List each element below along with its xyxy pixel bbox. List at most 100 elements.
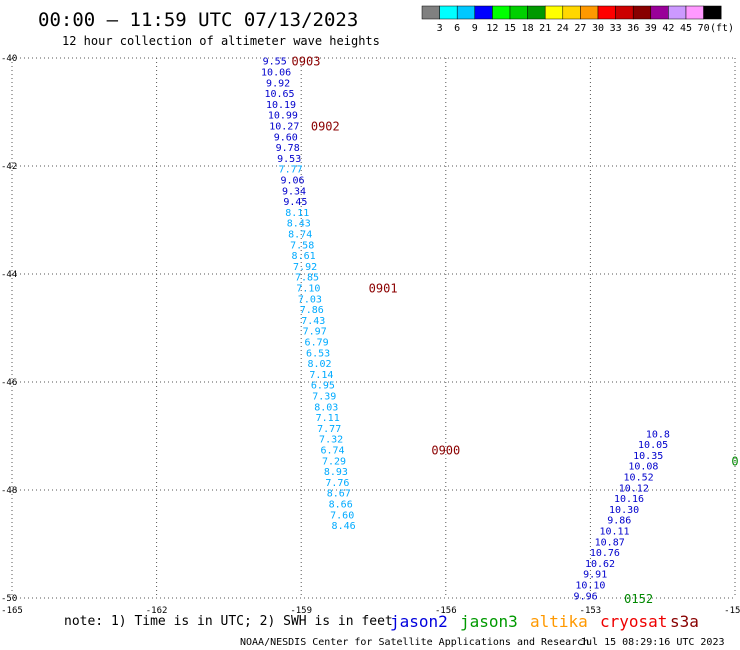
legend-label: 12 <box>486 23 498 34</box>
y-tick-label: -40 <box>1 54 17 64</box>
wave-height-value: 10.16 <box>614 494 644 505</box>
wave-height-value: 10.30 <box>609 505 639 516</box>
wave-height-value: 10.62 <box>585 559 615 570</box>
wave-height-value: 9.55 <box>263 57 287 68</box>
wave-height-value: 8.11 <box>285 208 309 219</box>
legend-label: 18 <box>522 23 534 34</box>
legend-label: 27 <box>574 23 586 34</box>
footer-credit: NOAA/NESDIS Center for Satellite Applica… <box>240 637 589 648</box>
wave-height-value: 8.43 <box>287 219 311 230</box>
x-tick-label: -150 <box>724 606 740 616</box>
legend-swatch <box>668 5 687 20</box>
y-tick-label: -46 <box>1 378 17 388</box>
wave-height-value: 8.46 <box>332 521 356 532</box>
pass-time-label: 0900 <box>431 444 460 458</box>
wave-height-value: 10.99 <box>268 111 298 122</box>
wave-height-value: 8.03 <box>314 402 338 413</box>
y-tick-label: -48 <box>1 486 17 496</box>
wave-height-value: 6.95 <box>311 381 335 392</box>
wave-height-value: 10.08 <box>628 462 658 473</box>
wave-height-value: 9.92 <box>266 78 290 89</box>
wave-height-value: 7.14 <box>309 370 333 381</box>
wave-height-value: 10.10 <box>575 581 605 592</box>
pass-time-label: 0 <box>731 454 738 468</box>
x-tick-label: -165 <box>1 606 23 616</box>
wave-height-value: 10.52 <box>624 473 654 484</box>
pass-time-label: 0903 <box>292 55 321 69</box>
legend-swatch <box>492 5 511 20</box>
wave-height-value: 9.06 <box>280 176 304 187</box>
wave-height-value: 7.29 <box>322 456 346 467</box>
footer-note: note: 1) Time is in UTC; 2) SWH is in fe… <box>64 614 393 629</box>
legend-swatch <box>632 5 652 20</box>
wave-height-value: 7.77 <box>279 165 303 176</box>
legend-label: 6 <box>454 23 460 34</box>
wave-height-value: 7.97 <box>303 327 327 338</box>
x-tick-label: -156 <box>435 606 457 616</box>
legend-swatch <box>509 5 528 20</box>
legend-swatch <box>597 5 616 20</box>
wave-height-value: 7.39 <box>312 392 336 403</box>
legend-swatch <box>685 5 704 20</box>
wave-height-value: 9.96 <box>574 591 598 602</box>
wave-height-value: 10.06 <box>261 68 291 79</box>
wave-height-value: 6.53 <box>306 348 330 359</box>
wave-height-value: 10.8 <box>646 429 670 440</box>
legend-swatch <box>703 5 722 20</box>
wave-height-value: 8.67 <box>327 489 351 500</box>
legend-swatch <box>615 5 634 20</box>
x-tick-label: -162 <box>146 606 168 616</box>
legend-label: 24 <box>557 23 569 34</box>
wave-height-value: 6.79 <box>305 338 329 349</box>
map-grid <box>11 57 736 599</box>
y-tick-label: -42 <box>1 162 17 172</box>
chart-title: 00:00 – 11:59 UTC 07/13/2023 <box>38 9 358 31</box>
wave-height-value: 7.60 <box>330 510 354 521</box>
pass-time-label: 0902 <box>311 120 340 134</box>
satellite-name-s3a: s3a <box>670 612 699 631</box>
wave-height-marks: 9.5510.069.9210.6510.1910.9910.279.609.7… <box>261 57 670 603</box>
satellite-name-jason2: jason2 <box>390 612 448 631</box>
satellite-legend: jason2 jason3 altika cryosat s3a <box>390 612 699 631</box>
wave-height-value: 8.61 <box>292 251 316 262</box>
legend-label: 15 <box>504 23 516 34</box>
wave-height-value: 9.78 <box>276 143 300 154</box>
wave-height-value: 7.03 <box>298 294 322 305</box>
color-legend: 3 6 9 12 15 18 21 24 27 30 33 36 39 42 45 70 <box>421 5 722 34</box>
pass-time-label: 0152 <box>624 592 653 606</box>
legend-swatch <box>421 5 440 20</box>
wave-height-value: 10.05 <box>638 440 668 451</box>
legend-label: 30 <box>592 23 604 34</box>
wave-height-value: 6.74 <box>320 446 344 457</box>
wave-height-value: 7.11 <box>316 413 340 424</box>
satellite-name-cryosat: cryosat <box>600 612 667 631</box>
legend-label: 33 <box>610 23 622 34</box>
satellite-name-altika: altika <box>530 612 588 631</box>
y-tick-label: -50 <box>1 594 17 604</box>
pass-time-labels: 0903 0902 0901 0900 0152 0 <box>292 55 739 606</box>
wave-height-value: 7.32 <box>319 435 343 446</box>
wave-height-value: 7.10 <box>296 284 320 295</box>
wave-height-value: 9.91 <box>583 570 607 581</box>
wave-height-value: 8.66 <box>329 500 353 511</box>
legend-unit: (ft) <box>710 23 734 34</box>
wave-height-value: 9.60 <box>274 132 298 143</box>
chart-subtitle: 12 hour collection of altimeter wave hei… <box>62 34 380 48</box>
legend-swatch <box>650 5 669 20</box>
x-tick-label: -159 <box>290 606 312 616</box>
legend-label: 42 <box>662 23 674 34</box>
wave-height-value: 10.27 <box>269 122 299 133</box>
wave-height-value: 7.85 <box>295 273 319 284</box>
wave-height-value: 10.19 <box>266 100 296 111</box>
legend-swatch <box>439 5 458 20</box>
wave-height-value: 9.53 <box>277 154 301 165</box>
legend-label: 21 <box>539 23 551 34</box>
wave-height-value: 9.86 <box>607 516 631 527</box>
wave-height-value: 7.77 <box>317 424 341 435</box>
legend-label: 3 <box>437 23 443 34</box>
wave-height-value: 8.93 <box>324 467 348 478</box>
wave-height-value: 10.76 <box>590 548 620 559</box>
wave-height-value: 10.65 <box>264 89 294 100</box>
legend-swatch <box>580 5 599 20</box>
